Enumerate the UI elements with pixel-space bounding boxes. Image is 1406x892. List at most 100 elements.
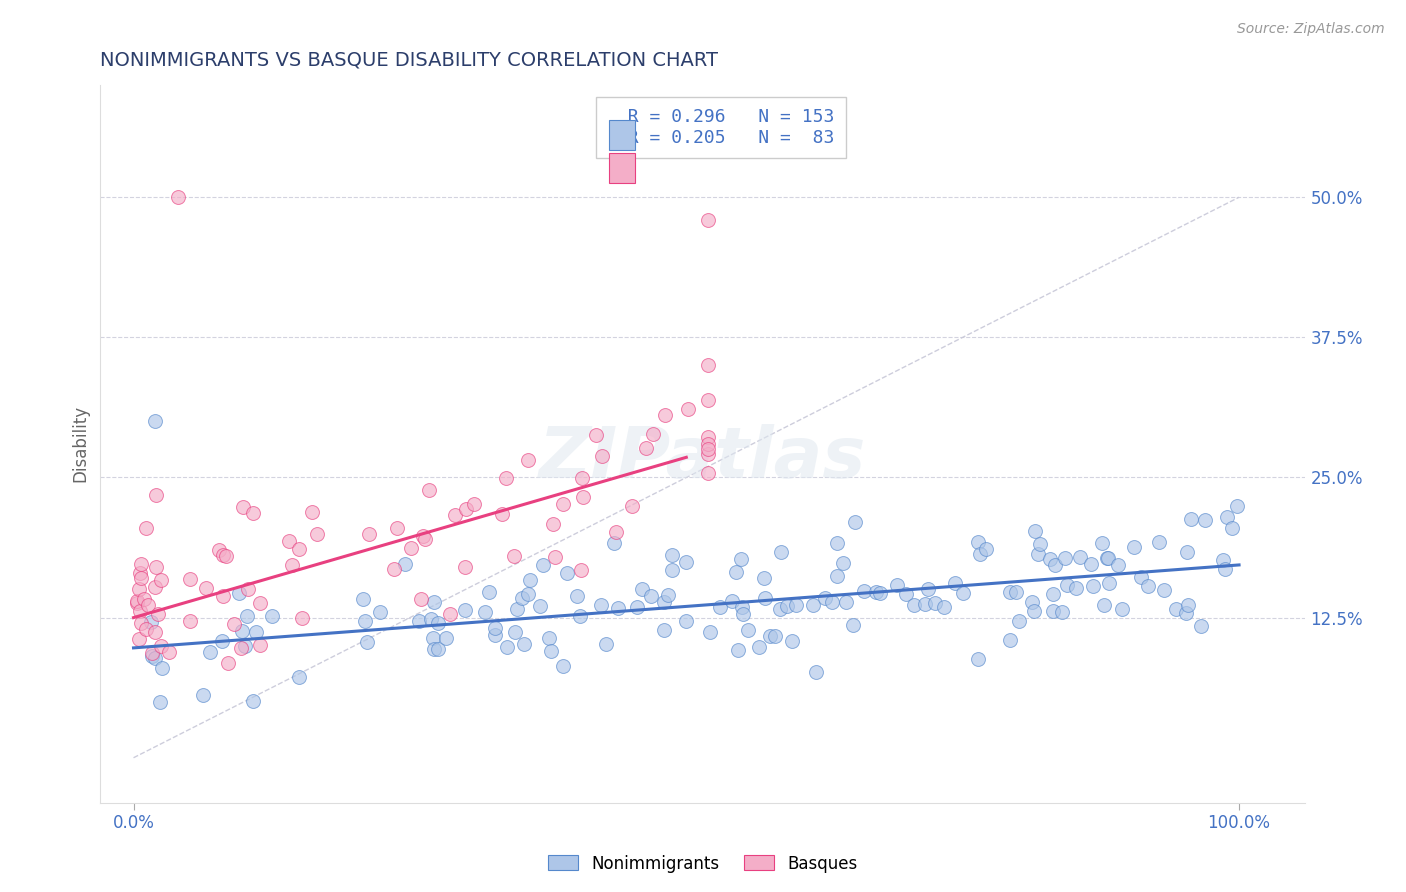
Point [697, 359, 720, 373]
Point [143, 650, 166, 665]
Point [454, 602, 477, 616]
Point [835, 595, 858, 609]
Point [678, 402, 700, 417]
Point [491, 507, 513, 521]
Point [1000, 584, 1022, 599]
Point [1220, 521, 1243, 535]
Point [814, 591, 837, 605]
Point [640, 589, 662, 603]
Point [731, 599, 754, 614]
Point [135, 622, 157, 636]
Point [236, 609, 259, 624]
Point [427, 615, 450, 630]
Point [998, 633, 1021, 648]
Point [384, 562, 406, 576]
Point [661, 548, 683, 562]
Point [413, 533, 436, 547]
Point [301, 505, 323, 519]
Point [463, 497, 485, 511]
Point [503, 549, 526, 564]
Point [157, 644, 180, 658]
Point [141, 646, 163, 660]
Point [801, 598, 824, 612]
Point [1039, 552, 1062, 566]
Point [842, 618, 865, 632]
Point [752, 570, 775, 584]
Point [236, 582, 259, 596]
Point [620, 499, 643, 513]
Point [737, 623, 759, 637]
Point [1137, 579, 1160, 593]
Y-axis label: Disability: Disability [72, 405, 89, 483]
Point [537, 632, 560, 646]
Point [606, 601, 628, 615]
Point [1180, 512, 1202, 526]
FancyBboxPatch shape [609, 120, 636, 150]
Point [724, 565, 747, 579]
Point [231, 624, 253, 638]
Point [212, 548, 235, 562]
Point [249, 596, 271, 610]
Point [357, 526, 380, 541]
Point [149, 695, 172, 709]
Point [423, 642, 446, 657]
Point [697, 466, 720, 480]
Point [179, 614, 201, 628]
Point [1107, 558, 1129, 572]
Point [759, 629, 782, 643]
Point [1111, 601, 1133, 615]
Text: NONIMMIGRANTS VS BASQUE DISABILITY CORRELATION CHART: NONIMMIGRANTS VS BASQUE DISABILITY CORRE… [100, 51, 718, 70]
Point [1174, 606, 1197, 620]
Point [198, 645, 221, 659]
Point [605, 525, 627, 540]
Point [1081, 579, 1104, 593]
Point [135, 521, 157, 535]
Point [166, 190, 188, 204]
Point [569, 563, 592, 577]
Point [412, 529, 434, 543]
Point [785, 598, 807, 612]
Point [852, 584, 875, 599]
Point [131, 557, 153, 571]
Point [697, 212, 720, 227]
Point [1177, 598, 1199, 612]
Point [1153, 583, 1175, 598]
Point [572, 491, 595, 505]
Point [727, 643, 749, 657]
Point [529, 599, 551, 613]
Point [831, 556, 853, 570]
Point [1147, 534, 1170, 549]
Point [215, 549, 238, 564]
Point [1212, 553, 1234, 567]
Point [143, 414, 166, 428]
Point [1050, 606, 1073, 620]
Point [654, 409, 676, 423]
Point [418, 483, 440, 498]
Point [894, 587, 917, 601]
Point [420, 611, 443, 625]
Point [356, 635, 378, 649]
Point [352, 591, 374, 606]
Point [775, 599, 797, 614]
Point [233, 639, 256, 653]
Point [591, 450, 613, 464]
Point [307, 526, 329, 541]
Point [136, 599, 159, 613]
Text: R = 0.296   N = 153
  R = 0.205   N =  83: R = 0.296 N = 153 R = 0.205 N = 83 [606, 108, 835, 147]
Point [652, 595, 675, 609]
Point [277, 534, 299, 549]
Point [865, 584, 887, 599]
Point [932, 600, 955, 615]
Point [128, 566, 150, 580]
Point [228, 586, 250, 600]
Point [222, 616, 245, 631]
Point [721, 594, 744, 608]
Point [353, 614, 375, 628]
Point [191, 688, 214, 702]
Point [1122, 540, 1144, 554]
Point [641, 426, 664, 441]
Point [242, 694, 264, 708]
Point [1080, 557, 1102, 571]
Point [652, 624, 675, 638]
Point [394, 557, 416, 571]
